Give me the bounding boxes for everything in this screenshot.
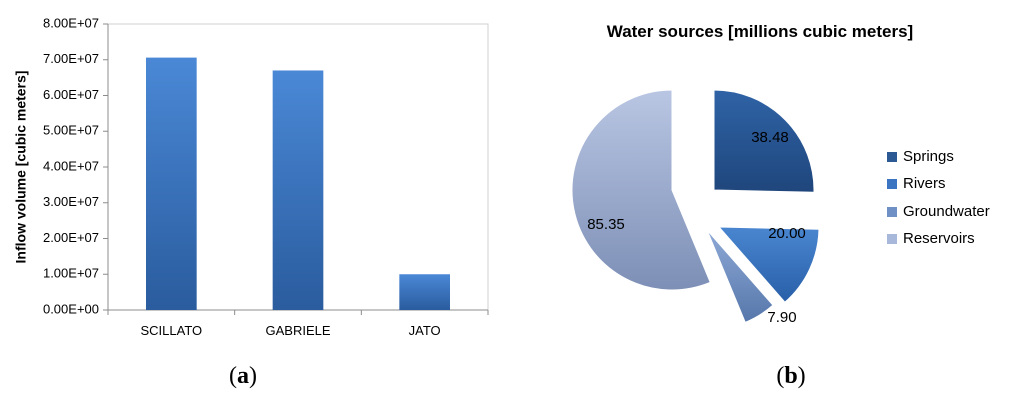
pie-slices [571, 89, 820, 324]
x-ticks: SCILLATO GABRIELE JATO [107, 310, 489, 338]
legend: Springs Rivers Groundwater Reservoirs [887, 148, 990, 247]
x-tick-label: SCILLATO [141, 323, 203, 338]
bar-jato [399, 274, 450, 310]
y-tick-label: 7.00E+07 [43, 51, 99, 66]
y-tick-label: 3.00E+07 [43, 194, 99, 209]
y-tick-label: 0.00E+00 [43, 301, 99, 316]
pie-slice-groundwater [706, 229, 774, 324]
y-tick-label: 1.00E+07 [43, 266, 99, 281]
pie-value-labels: 38.48 20.00 7.90 85.35 [587, 129, 806, 326]
pie-value-label-rivers: 20.00 [768, 225, 806, 242]
y-tick-label: 4.00E+07 [43, 158, 99, 173]
bars [146, 57, 450, 311]
legend-label-rivers: Rivers [903, 175, 946, 192]
pie-slice-reservoirs [571, 89, 711, 291]
pie-chart: Water sources [millions cubic meters] 38… [571, 22, 990, 326]
y-tick-label: 8.00E+07 [43, 15, 99, 30]
bar-scillato [146, 57, 197, 311]
y-tick-label: 5.00E+07 [43, 123, 99, 138]
pie-value-label-springs: 38.48 [751, 129, 789, 146]
legend-swatch-springs [887, 152, 897, 162]
pie-title: Water sources [millions cubic meters] [607, 22, 913, 41]
y-ticks: 0.00E+00 1.00E+07 2.00E+07 3.00E+07 4.00E+07… [43, 15, 108, 316]
legend-label-springs: Springs [903, 148, 954, 165]
legend-label-reservoirs: Reservoirs [903, 230, 975, 247]
bar-gabriele [272, 70, 324, 310]
legend-label-groundwater: Groundwater [903, 203, 990, 220]
bar-chart: 0.00E+00 1.00E+07 2.00E+07 3.00E+07 4.00E+07… [13, 15, 489, 338]
y-axis-label: Inflow volume [cubic meters] [13, 71, 29, 264]
pie-slice-rivers [717, 226, 820, 303]
pie-value-label-groundwater: 7.90 [767, 309, 796, 326]
y-tick-label: 6.00E+07 [43, 87, 99, 102]
x-tick-label: GABRIELE [265, 323, 330, 338]
pie-value-label-reservoirs: 85.35 [587, 216, 625, 233]
legend-swatch-groundwater [887, 207, 897, 217]
pie-slice-springs [713, 89, 815, 193]
panel-label-b: (b) [776, 363, 805, 389]
y-tick-label: 2.00E+07 [43, 230, 99, 245]
legend-swatch-rivers [887, 179, 897, 189]
legend-swatch-reservoirs [887, 234, 897, 244]
panel-label-a: (a) [229, 363, 257, 389]
x-tick-label: JATO [409, 323, 441, 338]
